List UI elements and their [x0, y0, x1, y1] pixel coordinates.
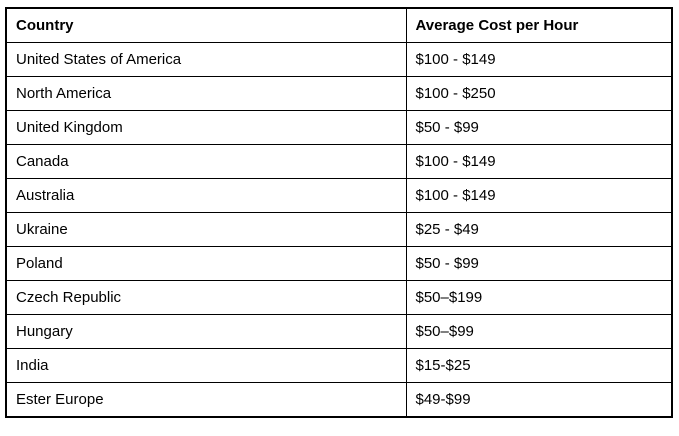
- table-row: United Kingdom $50 - $99: [5, 110, 673, 145]
- country-cell: Poland: [5, 246, 407, 281]
- country-cell: Australia: [5, 178, 407, 213]
- country-cell: North America: [5, 76, 407, 111]
- cost-cell: $100 - $149: [405, 42, 673, 77]
- country-cell: Canada: [5, 144, 407, 179]
- table-row: Ukraine $25 - $49: [5, 212, 673, 247]
- column-header-country: Country: [5, 7, 407, 43]
- country-cell: Czech Republic: [5, 280, 407, 315]
- table-row: India $15-$25: [5, 348, 673, 383]
- cost-table: Country Average Cost per Hour United Sta…: [5, 7, 673, 418]
- cost-cell: $15-$25: [405, 348, 673, 383]
- country-cell: India: [5, 348, 407, 383]
- table-row: North America $100 - $250: [5, 76, 673, 111]
- country-cell: Ukraine: [5, 212, 407, 247]
- column-header-cost: Average Cost per Hour: [405, 7, 673, 43]
- cost-cell: $25 - $49: [405, 212, 673, 247]
- cost-cell: $100 - $149: [405, 144, 673, 179]
- table-row: Hungary $50–$99: [5, 314, 673, 349]
- table-body: United States of America $100 - $149 North…: [5, 42, 673, 418]
- table-row: Canada $100 - $149: [5, 144, 673, 179]
- cost-cell: $50–$199: [405, 280, 673, 315]
- cost-cell: $50 - $99: [405, 246, 673, 281]
- country-cell: United States of America: [5, 42, 407, 77]
- country-cell: Ester Europe: [5, 382, 407, 418]
- table-row: Czech Republic $50–$199: [5, 280, 673, 315]
- cost-cell: $50 - $99: [405, 110, 673, 145]
- cost-cell: $50–$99: [405, 314, 673, 349]
- cost-cell: $49-$99: [405, 382, 673, 418]
- table-row: Poland $50 - $99: [5, 246, 673, 281]
- table-row: United States of America $100 - $149: [5, 42, 673, 77]
- table-row: Australia $100 - $149: [5, 178, 673, 213]
- cost-cell: $100 - $250: [405, 76, 673, 111]
- cost-cell: $100 - $149: [405, 178, 673, 213]
- country-cell: Hungary: [5, 314, 407, 349]
- header-row: Country Average Cost per Hour: [5, 7, 673, 43]
- country-cell: United Kingdom: [5, 110, 407, 145]
- table-row: Ester Europe $49-$99: [5, 382, 673, 418]
